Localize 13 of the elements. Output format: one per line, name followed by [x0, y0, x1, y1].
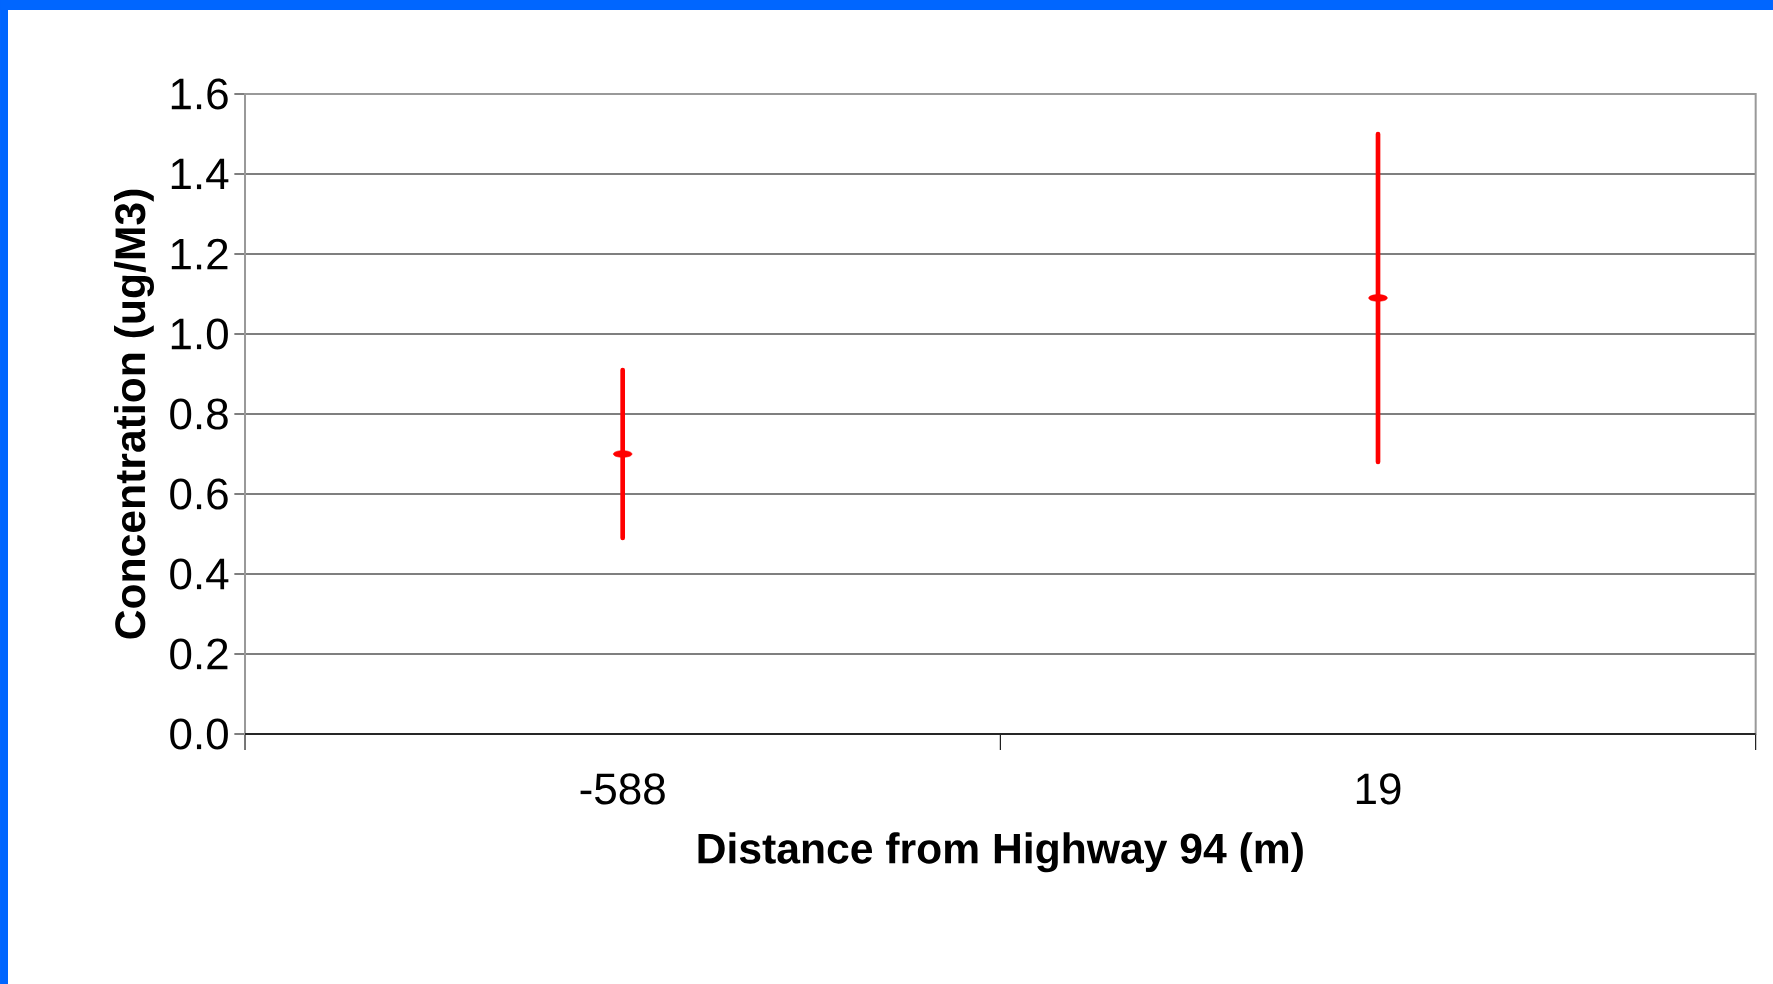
y-tick-label: 0.4 — [170, 558, 229, 590]
x-tick-label: 19 — [1356, 773, 1401, 805]
y-tick-label: 1.4 — [171, 158, 229, 190]
x-tick-label: -588 — [580, 773, 665, 805]
y-tick-label: 0.0 — [170, 718, 228, 750]
x-axis-title: Distance from Highway 94 (m) — [698, 832, 1303, 873]
y-tick-label: 0.8 — [170, 398, 228, 430]
y-tick-label: 0.6 — [170, 478, 228, 510]
y-tick-label: 0.2 — [170, 638, 228, 670]
y-axis-title: Concentration (ug/M3) — [114, 189, 154, 639]
y-tick-label: 1.2 — [171, 238, 228, 270]
y-tick-label: 1.6 — [171, 78, 228, 110]
y-tick-label: 1.0 — [171, 318, 228, 350]
